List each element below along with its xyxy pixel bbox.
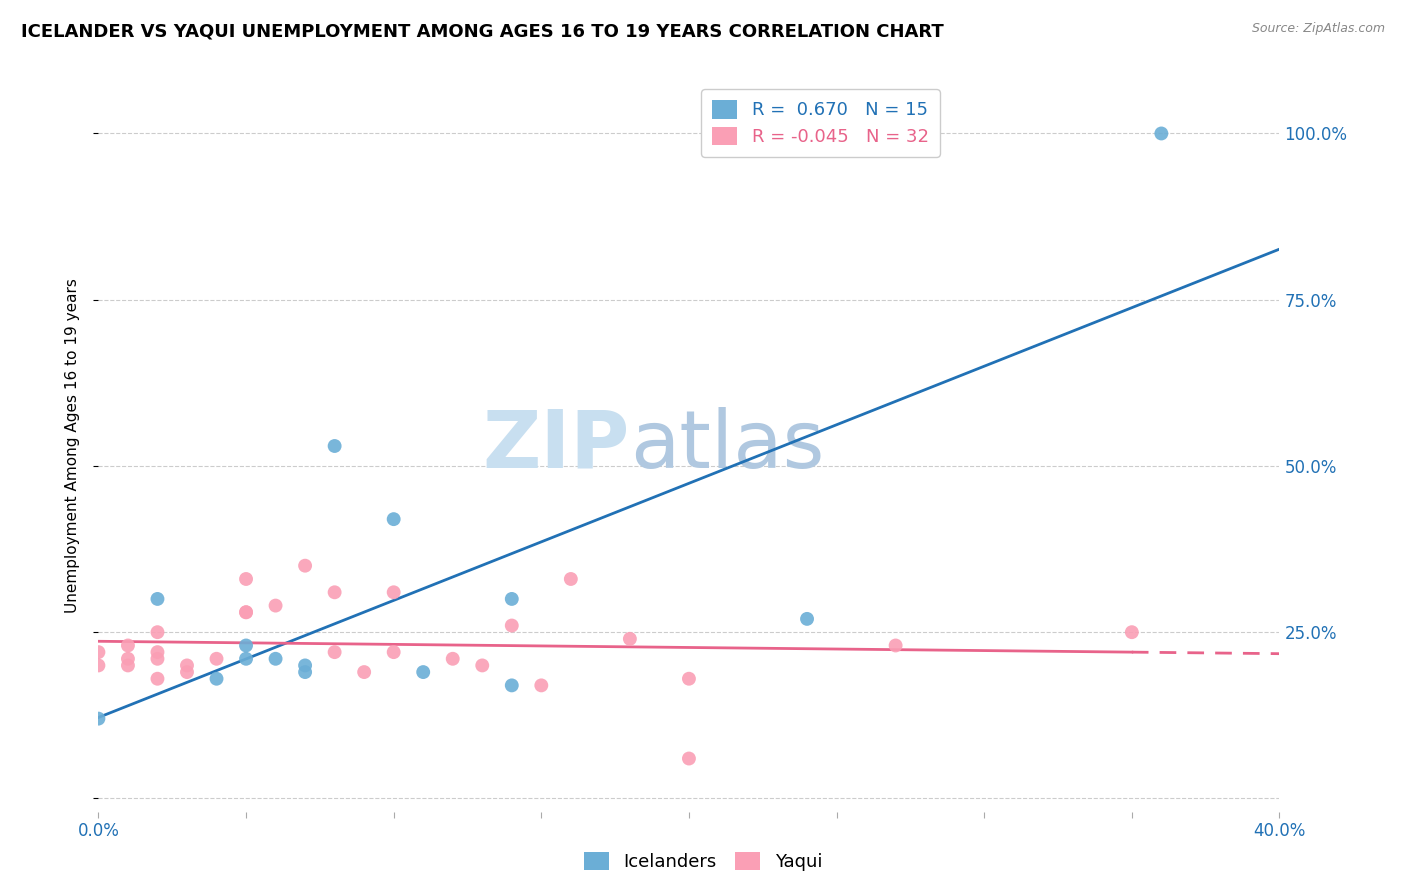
Point: [471, 658, 494, 673]
Point: [382, 585, 405, 599]
Text: Source: ZipAtlas.com: Source: ZipAtlas.com: [1251, 22, 1385, 36]
Legend: Icelanders, Yaqui: Icelanders, Yaqui: [576, 845, 830, 879]
Point: [441, 652, 464, 666]
Point: [87, 658, 110, 673]
Point: [678, 751, 700, 765]
Legend: R =  0.670   N = 15, R = -0.045   N = 32: R = 0.670 N = 15, R = -0.045 N = 32: [702, 89, 939, 157]
Point: [294, 558, 316, 573]
Y-axis label: Unemployment Among Ages 16 to 19 years: Unemployment Among Ages 16 to 19 years: [65, 278, 80, 614]
Point: [205, 672, 228, 686]
Point: [678, 672, 700, 686]
Point: [117, 652, 139, 666]
Point: [796, 612, 818, 626]
Point: [235, 572, 257, 586]
Point: [146, 625, 169, 640]
Point: [176, 665, 198, 679]
Point: [323, 585, 346, 599]
Point: [501, 618, 523, 632]
Point: [117, 639, 139, 653]
Point: [412, 665, 434, 679]
Point: [1150, 127, 1173, 141]
Point: [87, 645, 110, 659]
Point: [884, 639, 907, 653]
Point: [146, 652, 169, 666]
Point: [264, 599, 287, 613]
Point: [235, 639, 257, 653]
Point: [619, 632, 641, 646]
Point: [501, 678, 523, 692]
Point: [205, 652, 228, 666]
Point: [323, 645, 346, 659]
Point: [87, 712, 110, 726]
Point: [146, 591, 169, 606]
Point: [146, 645, 169, 659]
Point: [560, 572, 582, 586]
Point: [1121, 625, 1143, 640]
Point: [530, 678, 553, 692]
Point: [235, 605, 257, 619]
Point: [176, 658, 198, 673]
Point: [235, 605, 257, 619]
Text: ICELANDER VS YAQUI UNEMPLOYMENT AMONG AGES 16 TO 19 YEARS CORRELATION CHART: ICELANDER VS YAQUI UNEMPLOYMENT AMONG AG…: [21, 22, 943, 40]
Point: [501, 591, 523, 606]
Point: [323, 439, 346, 453]
Point: [264, 652, 287, 666]
Text: atlas: atlas: [630, 407, 824, 485]
Text: ZIP: ZIP: [482, 407, 630, 485]
Point: [353, 665, 375, 679]
Point: [294, 658, 316, 673]
Point: [117, 658, 139, 673]
Point: [382, 512, 405, 526]
Point: [235, 652, 257, 666]
Point: [294, 665, 316, 679]
Point: [382, 645, 405, 659]
Point: [146, 672, 169, 686]
